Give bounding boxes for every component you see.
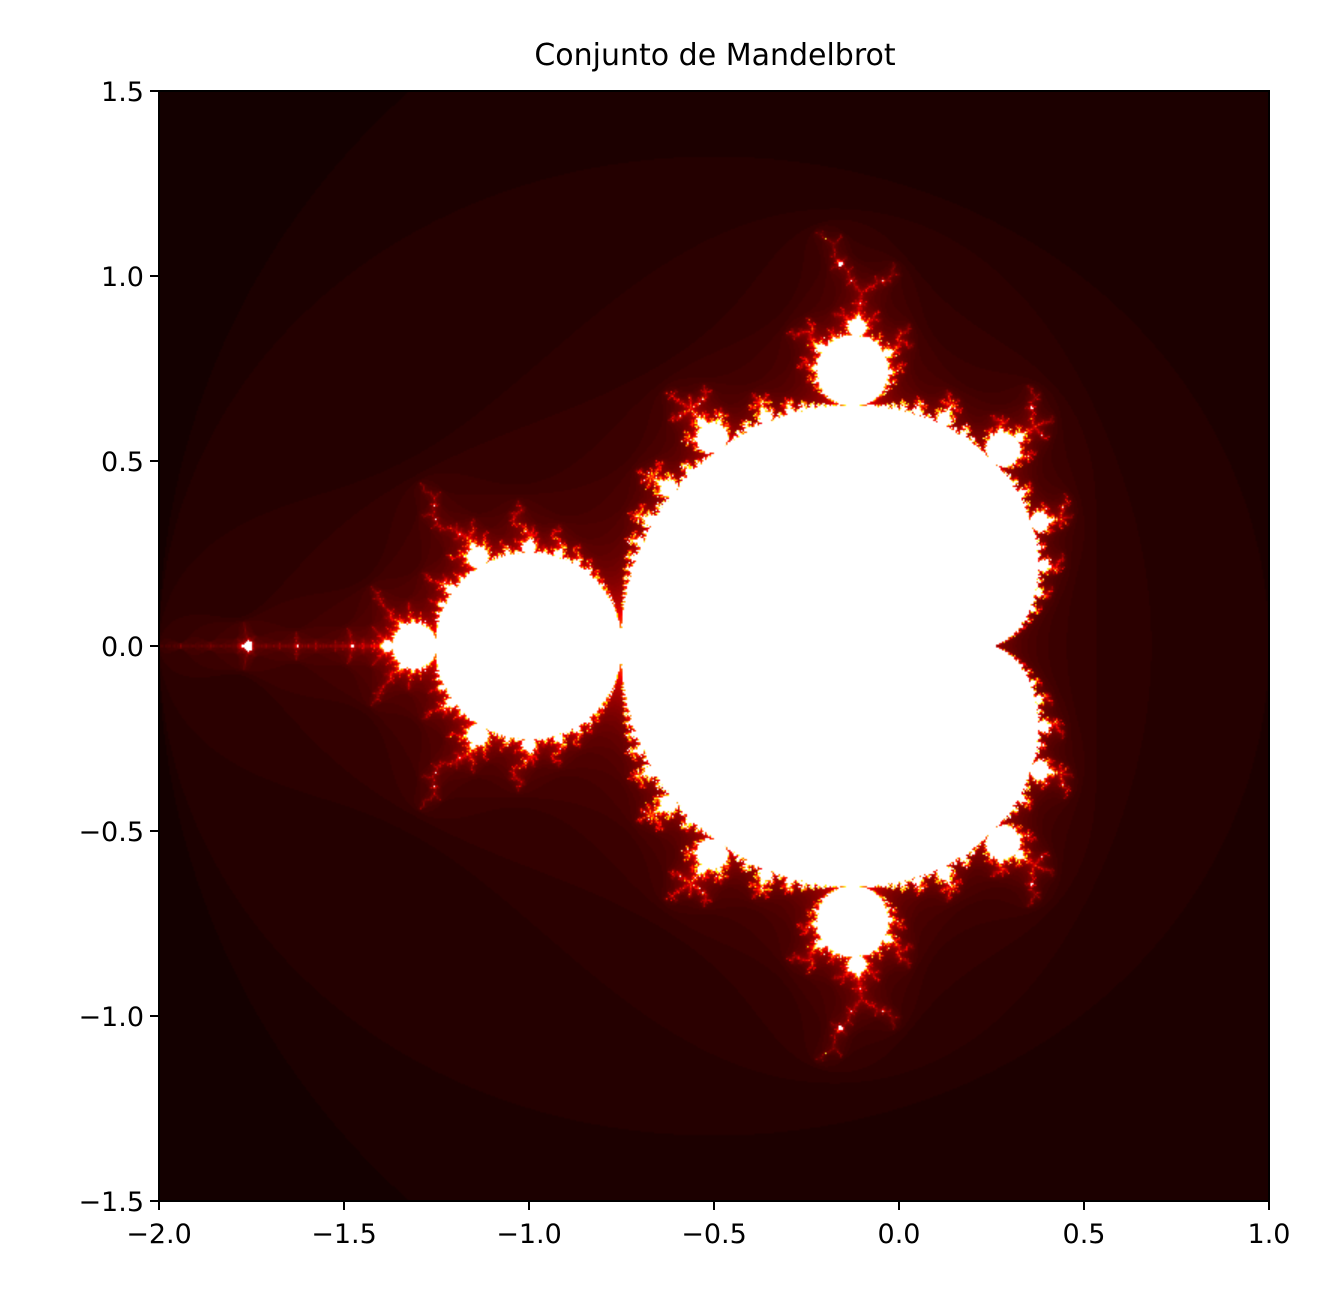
x-tick-label: −0.5 [681,1219,747,1250]
plot-area [158,90,1270,1202]
y-tick-label: −1.5 [78,1187,144,1218]
y-tick-label: 0.5 [101,447,144,478]
x-axis: −2.0 −1.5 −1.0 −0.5 0.0 0.5 1.0 [126,1201,1290,1250]
y-tick-label: −1.0 [78,1002,144,1033]
y-tick-label: −0.5 [78,817,144,848]
x-tick-label: 0.5 [1063,1219,1106,1250]
x-tick-label: −2.0 [126,1219,192,1250]
mandelbrot-heatmap [159,91,1269,1201]
x-tick-label: −1.0 [496,1219,562,1250]
x-tick-label: 0.0 [878,1219,921,1250]
y-tick-label: 1.0 [101,262,144,293]
y-tick-label: 0.0 [101,632,144,663]
y-axis: 1.5 1.0 0.5 0.0 −0.5 −1.0 −1.5 [78,77,159,1218]
y-tick-label: 1.5 [101,77,144,108]
x-tick-label: −1.5 [311,1219,377,1250]
x-tick-label: 1.0 [1248,1219,1291,1250]
chart-title: Conjunto de Mandelbrot [534,38,896,73]
